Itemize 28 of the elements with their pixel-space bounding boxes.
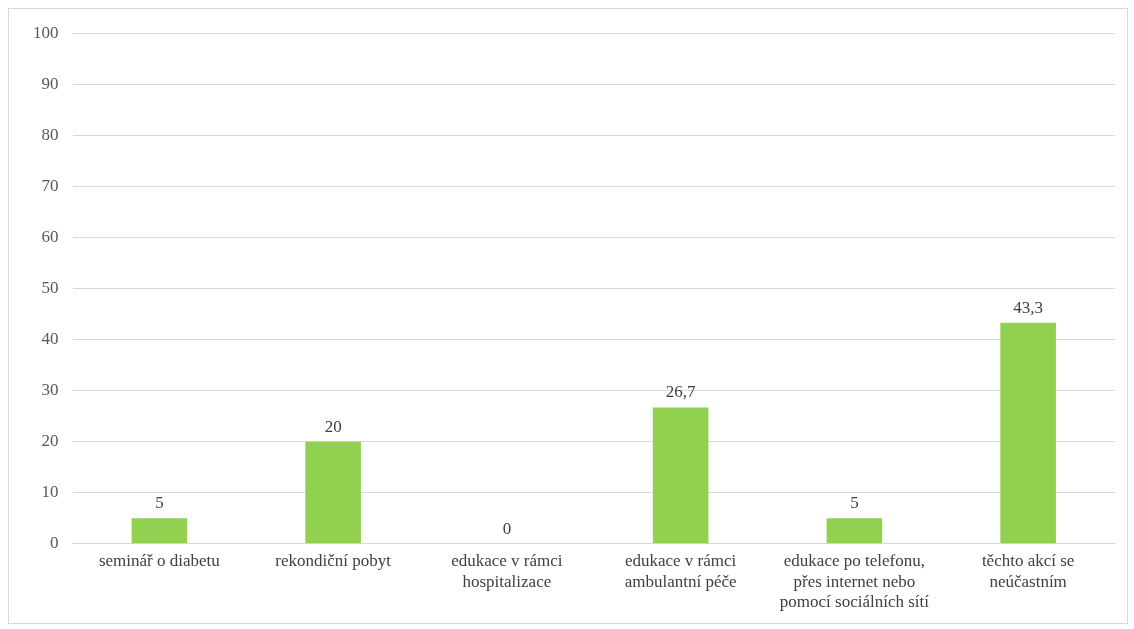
y-tick-label: 40	[41, 329, 59, 349]
x-tick-label: seminář o diabetu	[98, 551, 221, 571]
x-tick-label: edukace po telefonu, přes internet nebo pomocí sociálních sítí	[779, 551, 930, 612]
y-tick-label: 70	[41, 175, 59, 195]
y-tick-label: 60	[41, 226, 59, 246]
x-tick-label: edukace v rámci hospitalizace	[451, 551, 563, 591]
y-tick-label: 100	[33, 22, 59, 42]
x-tick-label: těchto akcí se neúčastním	[981, 551, 1075, 591]
y-tick-label: 50	[41, 277, 59, 297]
data-label: 20	[324, 416, 342, 436]
bar	[826, 518, 883, 544]
data-label: 0	[502, 518, 512, 538]
data-label: 26,7	[665, 382, 696, 402]
data-label: 43,3	[1013, 297, 1043, 317]
x-tick-label: edukace v rámci ambulantní péče	[624, 551, 737, 591]
data-label: 5	[850, 493, 859, 513]
bar	[1000, 322, 1056, 544]
y-tick-label: 0	[50, 533, 59, 553]
bar	[305, 441, 361, 544]
y-tick-label: 10	[41, 482, 59, 502]
x-tick-label: rekondiční pobyt	[275, 551, 392, 571]
data-label: 5	[155, 493, 164, 513]
y-tick-label: 30	[41, 380, 59, 400]
bar	[131, 518, 188, 544]
bar	[652, 407, 709, 544]
y-tick-label: 20	[41, 431, 59, 451]
y-tick-label: 90	[41, 73, 59, 93]
y-tick-label: 80	[41, 124, 59, 144]
